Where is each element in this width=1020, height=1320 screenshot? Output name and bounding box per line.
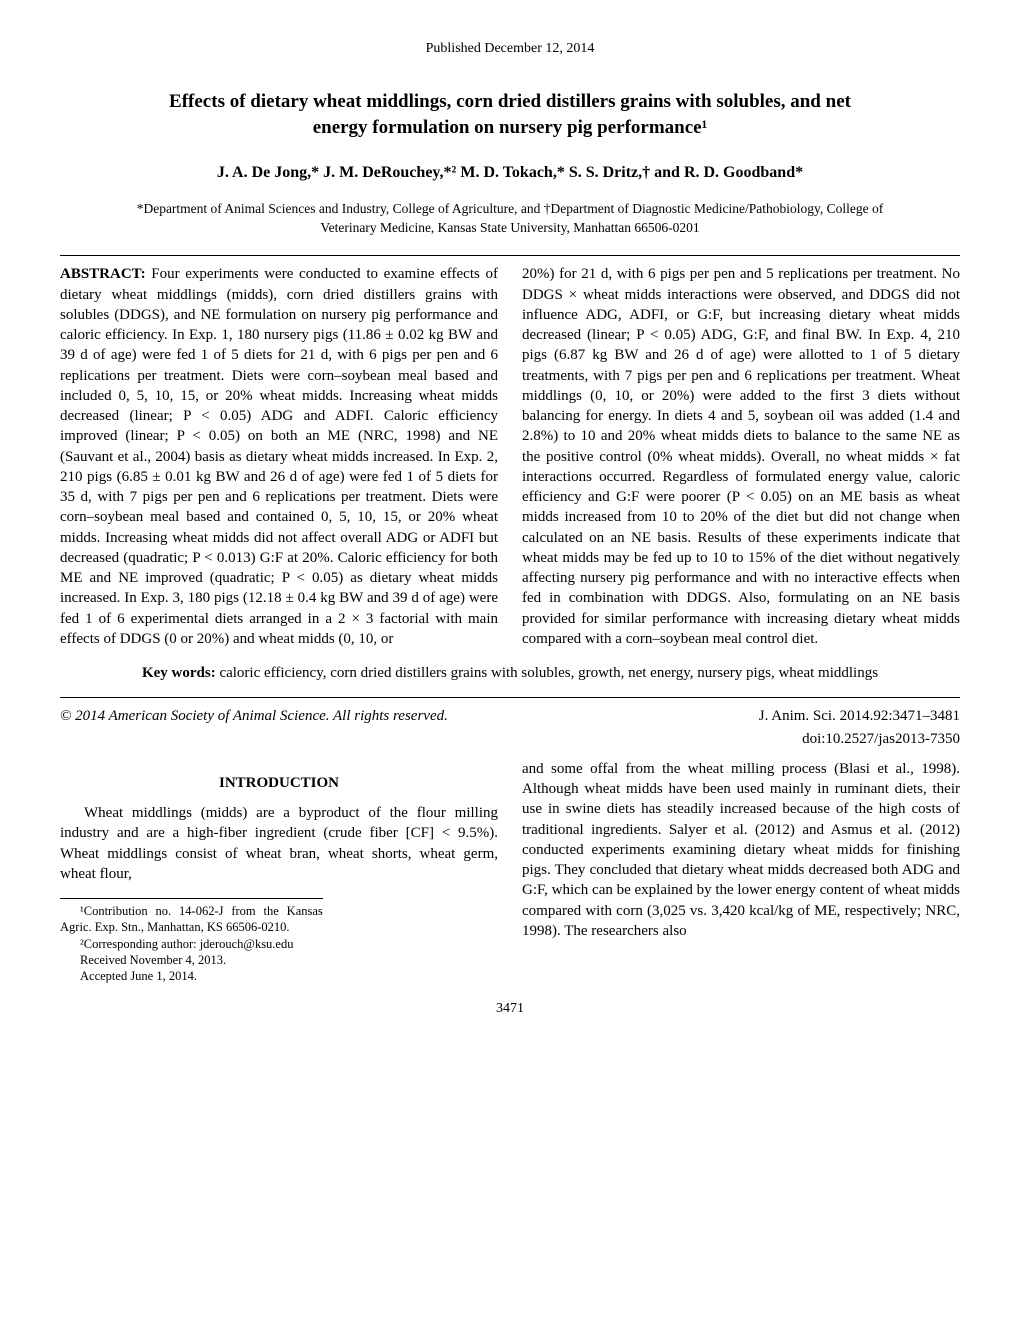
footnote-2: ²Corresponding author: jderouch@ksu.edu bbox=[60, 936, 323, 952]
abstract-left-text: Four experiments were conducted to exami… bbox=[60, 266, 498, 647]
published-date: Published December 12, 2014 bbox=[60, 40, 960, 59]
journal-citation: J. Anim. Sci. 2014.92:3471–3481 bbox=[759, 706, 960, 726]
abstract-right-text: 20%) for 21 d, with 6 pigs per pen and 5… bbox=[522, 266, 960, 647]
keywords-label: Key words: bbox=[142, 665, 216, 681]
footnote-1: ¹Contribution no. 14-062-J from the Kans… bbox=[60, 903, 323, 936]
footnotes-block: ¹Contribution no. 14-062-J from the Kans… bbox=[60, 898, 323, 984]
page-number: 3471 bbox=[60, 1000, 960, 1019]
intro-left-para: Wheat middlings (midds) are a byproduct … bbox=[60, 803, 498, 884]
keywords-block: Key words: caloric efficiency, corn drie… bbox=[140, 663, 880, 683]
abstract-left-col: ABSTRACT: Four experiments were conducte… bbox=[60, 264, 498, 649]
rule-mid bbox=[60, 697, 960, 698]
copyright-row: © 2014 American Society of Animal Scienc… bbox=[60, 706, 960, 726]
doi: doi:10.2527/jas2013-7350 bbox=[60, 729, 960, 749]
abstract-block: ABSTRACT: Four experiments were conducte… bbox=[60, 264, 960, 649]
footnote-4: Accepted June 1, 2014. bbox=[60, 968, 323, 984]
paper-title: Effects of dietary wheat middlings, corn… bbox=[140, 89, 880, 142]
introduction-heading: INTRODUCTION bbox=[60, 773, 498, 793]
copyright-text: © 2014 American Society of Animal Scienc… bbox=[60, 706, 448, 726]
keywords-text: caloric efficiency, corn dried distiller… bbox=[219, 665, 878, 681]
abstract-right-col: 20%) for 21 d, with 6 pigs per pen and 5… bbox=[522, 264, 960, 649]
affiliations: *Department of Animal Sciences and Indus… bbox=[120, 200, 900, 238]
rule-top bbox=[60, 255, 960, 256]
body-columns: INTRODUCTION Wheat middlings (midds) are… bbox=[60, 759, 960, 985]
body-left-col: INTRODUCTION Wheat middlings (midds) are… bbox=[60, 759, 498, 985]
body-right-col: and some offal from the wheat milling pr… bbox=[522, 759, 960, 985]
authors: J. A. De Jong,* J. M. DeRouchey,*² M. D.… bbox=[60, 162, 960, 184]
footnote-3: Received November 4, 2013. bbox=[60, 952, 323, 968]
abstract-label: ABSTRACT: bbox=[60, 266, 146, 282]
intro-right-para: and some offal from the wheat milling pr… bbox=[522, 759, 960, 941]
